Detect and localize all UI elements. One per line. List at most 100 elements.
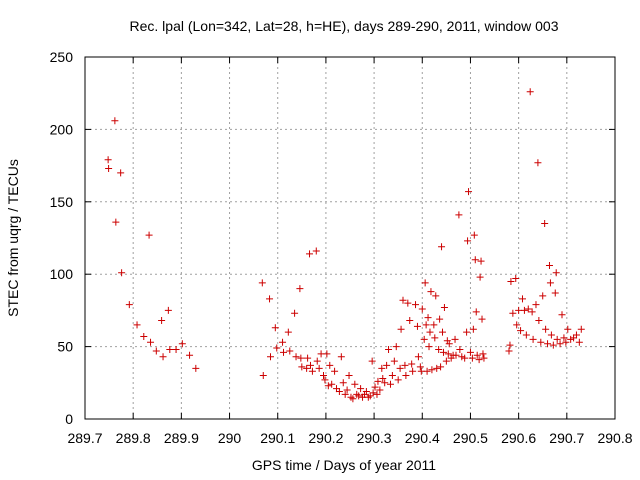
data-point [549, 341, 557, 349]
data-point [535, 317, 543, 325]
data-point [312, 247, 320, 255]
x-tick-label: 290 [218, 430, 242, 446]
data-point [117, 169, 125, 177]
data-point [258, 279, 266, 287]
data-points [104, 88, 585, 403]
data-point [339, 379, 347, 387]
x-tick-label: 290.2 [308, 430, 343, 446]
data-point [522, 331, 530, 339]
data-point [439, 348, 447, 356]
data-point [534, 159, 542, 167]
data-point [401, 361, 409, 369]
data-point [397, 325, 405, 333]
data-point [463, 328, 471, 336]
data-point [328, 380, 336, 388]
data-point [259, 372, 267, 380]
data-point [306, 361, 314, 369]
data-point [320, 372, 327, 380]
data-point [570, 334, 578, 342]
y-tick-label: 100 [50, 266, 74, 282]
data-point [402, 372, 410, 380]
data-point [111, 117, 119, 125]
data-point [425, 343, 433, 351]
data-point [337, 353, 345, 361]
data-point [509, 309, 517, 317]
data-point [556, 340, 564, 348]
data-point [553, 335, 561, 343]
data-point [422, 321, 430, 329]
data-point [303, 364, 311, 372]
data-point [341, 390, 349, 398]
data-point [440, 304, 448, 312]
data-point [159, 353, 167, 361]
data-point [412, 301, 420, 309]
data-point [532, 301, 540, 309]
data-point [271, 324, 279, 332]
data-point [297, 354, 305, 362]
data-point [444, 350, 452, 358]
data-point [546, 279, 554, 287]
y-tick-label: 0 [65, 411, 73, 427]
data-point [469, 325, 477, 333]
data-point [292, 353, 300, 361]
data-point [357, 385, 365, 393]
data-point [351, 380, 359, 388]
data-point [506, 341, 514, 349]
data-point [427, 288, 435, 296]
data-point [428, 366, 436, 374]
data-point [104, 156, 112, 164]
data-point [528, 308, 536, 316]
data-point [366, 392, 374, 400]
data-point [567, 335, 575, 343]
y-tick-label: 200 [50, 121, 74, 137]
data-point [517, 327, 525, 335]
data-point [442, 357, 450, 365]
data-point [437, 363, 445, 371]
data-point [479, 350, 487, 358]
data-point [539, 292, 547, 300]
data-point [520, 306, 528, 314]
data-point [308, 367, 316, 375]
data-point [125, 301, 133, 309]
data-point [505, 347, 513, 355]
x-tick-label: 290.5 [453, 430, 488, 446]
data-point [416, 363, 424, 371]
y-tick-label: 50 [57, 339, 73, 355]
data-point [286, 347, 294, 355]
data-point [464, 237, 472, 245]
x-tick-label: 290.8 [597, 430, 632, 446]
data-point [158, 317, 166, 325]
data-point [105, 164, 113, 172]
data-point [512, 275, 520, 283]
x-tick-label: 290.4 [405, 430, 440, 446]
data-point [408, 360, 416, 368]
data-point [477, 257, 485, 265]
data-point [296, 285, 304, 293]
data-point [166, 345, 174, 353]
data-point [368, 357, 376, 365]
data-point [392, 343, 400, 351]
grid-lines [85, 57, 615, 419]
data-point [575, 338, 583, 346]
data-point [385, 345, 393, 353]
data-point [335, 387, 343, 395]
data-point [430, 321, 438, 329]
data-point [562, 338, 570, 346]
data-point [545, 262, 553, 270]
data-point [558, 311, 566, 319]
data-point [564, 325, 572, 333]
x-tick-label: 290.1 [260, 430, 295, 446]
data-point [304, 354, 312, 362]
data-point [433, 364, 441, 372]
data-point [381, 379, 389, 387]
data-point [513, 321, 521, 329]
data-point [386, 380, 394, 388]
data-point [452, 351, 460, 359]
data-point [421, 279, 429, 287]
data-point [390, 357, 398, 365]
x-tick-label: 290.6 [501, 430, 536, 446]
data-point [547, 331, 555, 339]
data-point [324, 382, 332, 390]
